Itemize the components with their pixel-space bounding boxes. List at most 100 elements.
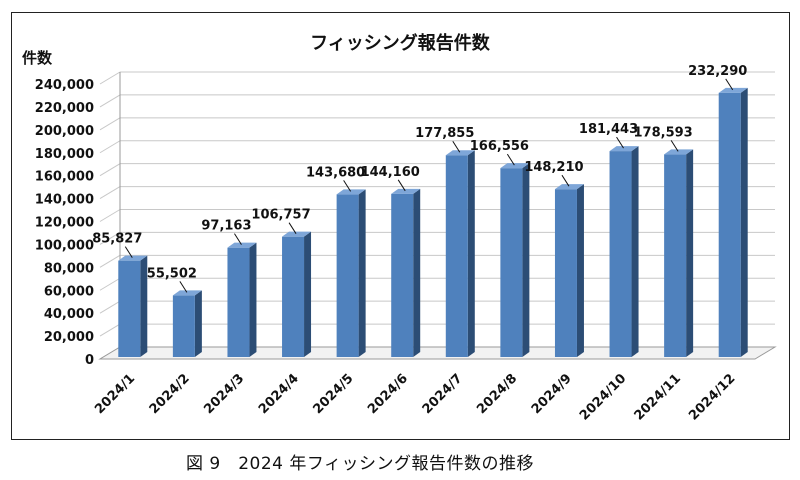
bar-top [227, 242, 257, 248]
bar-side [413, 188, 421, 357]
bar [500, 168, 523, 357]
x-axis-ticks: 2024/1 2024/2 2024/3 2024/4 2024/5 2024/6 2024… [92, 371, 738, 423]
data-label: 106,757 [251, 208, 310, 223]
label-leader [234, 233, 242, 245]
y-tick-label: 220,000 [35, 101, 94, 116]
y-tick-label: 0 [85, 353, 94, 368]
bar-side [522, 163, 530, 357]
y-tick-label: 20,000 [44, 330, 94, 345]
x-tick-label: 2024/2 [147, 371, 193, 417]
y-tick-label: 120,000 [35, 216, 94, 231]
chart-floor [98, 346, 777, 360]
label-leader [561, 174, 570, 187]
bar-top [172, 290, 202, 296]
data-label: 85,827 [92, 232, 142, 247]
bar-top [282, 231, 312, 237]
bar-top [118, 255, 148, 261]
data-label: 181,443 [579, 122, 638, 137]
x-tick-label: 2024/8 [474, 371, 520, 417]
bar-top [718, 87, 748, 93]
gridline-side [99, 186, 121, 200]
y-tick-label: 160,000 [35, 170, 94, 185]
gridline-side [99, 117, 121, 131]
label-leader [288, 222, 297, 234]
gridline-side [99, 277, 121, 291]
x-tick-label: 2024/5 [311, 371, 357, 417]
bar-side [304, 231, 312, 357]
x-tick-label: 2024/3 [201, 371, 247, 417]
bar-top [554, 184, 584, 190]
gridline-side [99, 231, 121, 245]
bar [336, 194, 359, 357]
bar [172, 295, 195, 357]
bar-side [686, 149, 694, 357]
data-label: 143,680 [306, 165, 365, 180]
x-tick-label: 2024/4 [256, 371, 302, 417]
data-label: 144,160 [361, 165, 420, 180]
y-tick-label: 240,000 [35, 78, 94, 93]
gridline-side [99, 254, 121, 268]
data-label: 166,556 [470, 139, 529, 154]
bar-side [631, 146, 639, 357]
bar [609, 151, 632, 357]
y-tick-label: 180,000 [35, 147, 94, 162]
label-leader [725, 78, 734, 91]
label-leader [616, 136, 624, 149]
bar-top [391, 188, 421, 194]
bars [118, 87, 748, 357]
y-tick-label: 100,000 [35, 238, 94, 253]
data-label: 55,502 [147, 266, 197, 281]
bar-side [576, 184, 584, 357]
bar-side [358, 189, 366, 357]
label-leader [452, 140, 461, 153]
data-label: 178,593 [634, 125, 693, 140]
bar-side [194, 290, 202, 357]
x-tick-label: 2024/6 [365, 371, 411, 417]
label-leader [670, 140, 679, 152]
bar-top [609, 146, 639, 152]
bar-side [140, 255, 148, 357]
data-label: 97,163 [201, 219, 251, 234]
bar [664, 154, 687, 357]
bar [445, 155, 468, 357]
bar-top [664, 149, 694, 155]
label-leader [179, 281, 188, 293]
x-tick-label: 2024/10 [577, 371, 629, 423]
y-tick-label: 140,000 [35, 193, 94, 208]
y-tick-label: 40,000 [44, 307, 94, 322]
y-axis-ticks: 0 20,000 40,000 60,000 80,000 100,000 120,000 1… [35, 78, 94, 368]
x-tick-label: 2024/12 [686, 371, 738, 423]
bar-top [445, 150, 475, 156]
y-tick-label: 80,000 [44, 261, 94, 276]
gridline-side [99, 209, 121, 222]
gridline-side [99, 323, 121, 337]
gridline-side [99, 140, 121, 154]
label-leader [124, 246, 133, 258]
bar-side [740, 87, 748, 357]
y-axis-label: 件数 [22, 49, 53, 67]
x-tick-label: 2024/11 [632, 371, 684, 423]
data-label: 148,210 [524, 160, 583, 175]
gridline-side [99, 94, 121, 108]
gridline-side [99, 300, 121, 314]
label-leader [397, 179, 406, 192]
bar [118, 260, 141, 357]
label-leader [506, 153, 515, 166]
bar-top [336, 189, 366, 195]
x-tick-label: 2024/1 [92, 371, 138, 417]
data-label: 177,855 [415, 126, 474, 141]
gridline-side [99, 163, 121, 177]
chart-title: フィッシング報告件数 [310, 32, 491, 54]
gridline-side [99, 71, 121, 85]
bar [718, 92, 741, 357]
bar-top [500, 163, 530, 169]
bar [391, 193, 414, 357]
bar-side [467, 150, 475, 357]
figure-caption: 図 9 2024 年フィッシング報告件数の推移 [185, 454, 535, 474]
y-tick-label: 200,000 [35, 124, 94, 139]
label-leader [343, 180, 352, 192]
bar [227, 247, 250, 357]
y-tick-label: 60,000 [44, 284, 94, 299]
x-tick-label: 2024/7 [420, 371, 466, 417]
